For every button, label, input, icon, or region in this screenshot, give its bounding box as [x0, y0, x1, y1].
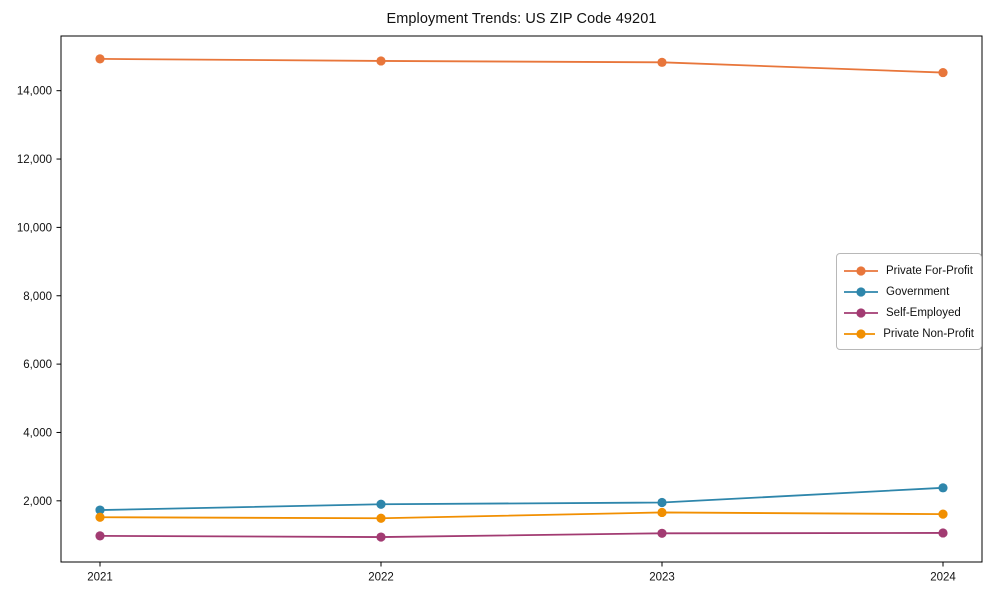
legend-dot — [856, 286, 866, 297]
legend-dot — [856, 328, 866, 339]
series-line-government — [99, 486, 944, 511]
legend-item-government: Government — [844, 281, 974, 302]
legend-dot — [856, 265, 866, 276]
y-tick-label: 4,000 — [23, 427, 52, 439]
x-tick-label: 2022 — [368, 572, 394, 584]
series-line-private-for-profit — [99, 57, 944, 74]
data-point-private-for-profit — [938, 67, 948, 78]
data-point-government — [938, 483, 948, 493]
data-point-self-employed — [938, 528, 948, 538]
data-point-private-non-profit — [95, 512, 105, 522]
legend-marker-government-icon — [844, 286, 878, 297]
data-point-private-non-profit — [938, 509, 948, 519]
data-point-self-employed — [657, 528, 667, 538]
data-point-government — [657, 497, 667, 508]
series-line-self-employed — [99, 532, 944, 538]
legend-label: Self-Employed — [886, 306, 961, 319]
data-point-government — [95, 505, 105, 515]
y-tick-label: 8,000 — [23, 291, 52, 303]
x-tick-label: 2024 — [930, 572, 956, 584]
legend-dot — [856, 307, 866, 318]
x-tick-label: 2021 — [87, 572, 113, 584]
y-tick-label: 14,000 — [17, 86, 52, 98]
data-point-private-for-profit — [95, 54, 105, 64]
legend-label: Private For-Profit — [886, 264, 973, 277]
x-tick-label: 2023 — [649, 572, 675, 584]
legend-label: Government — [886, 285, 950, 298]
data-point-private-for-profit — [376, 56, 386, 66]
legend-marker-private-non-profit-icon — [844, 328, 876, 339]
y-tick-label: 6,000 — [23, 359, 52, 371]
legend-box: Private For-Profit Government Self-Employe… — [836, 253, 982, 350]
data-point-private-non-profit — [657, 507, 667, 518]
data-point-government — [376, 499, 386, 509]
legend-item-self-employed: Self-Employed — [844, 302, 974, 323]
legend-item-private-non-profit: Private Non-Profit — [844, 323, 974, 344]
y-tick-label: 12,000 — [17, 154, 52, 166]
legend-marker-private-for-profit-icon — [844, 265, 878, 276]
y-tick-label: 2,000 — [23, 496, 52, 508]
legend-marker-self-employed-icon — [844, 307, 878, 318]
series-line-private-non-profit — [99, 511, 944, 520]
plot-frame — [60, 35, 983, 563]
data-point-private-for-profit — [657, 57, 667, 67]
y-tick-label: 10,000 — [17, 222, 52, 234]
chart-title: Employment Trends: US ZIP Code 49201 — [386, 11, 657, 27]
legend-label: Private Non-Profit — [883, 327, 974, 340]
data-point-self-employed — [376, 532, 386, 542]
data-point-self-employed — [95, 531, 105, 541]
legend-item-private-for-profit: Private For-Profit — [844, 260, 974, 281]
data-point-private-non-profit — [376, 513, 386, 523]
